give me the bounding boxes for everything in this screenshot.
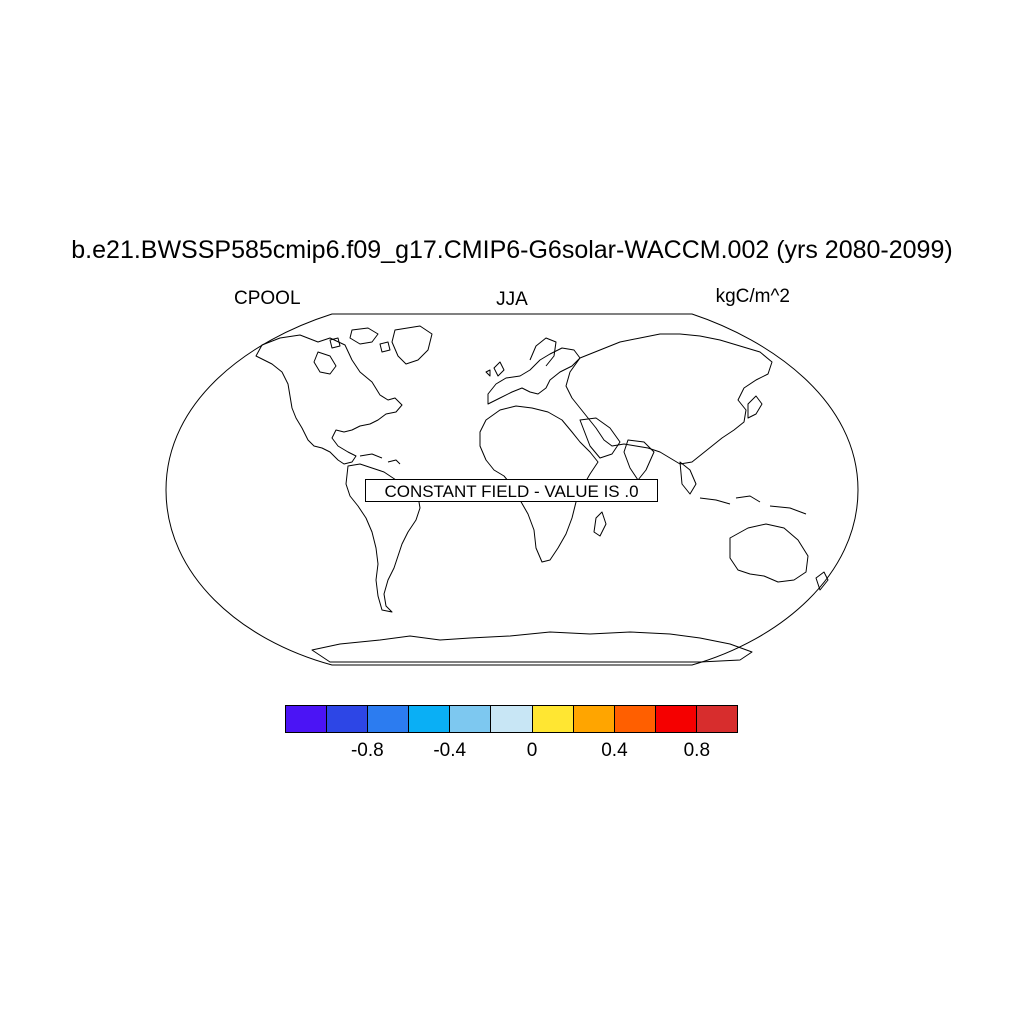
colorbar-tick-label: 0 bbox=[526, 740, 538, 761]
coastline-asia bbox=[565, 333, 773, 465]
units-label: kgC/m^2 bbox=[715, 286, 790, 307]
season-label: JJA bbox=[496, 289, 528, 310]
colorbar-swatch bbox=[450, 706, 492, 732]
coastline-scandinavia bbox=[529, 337, 557, 367]
coastline-japan bbox=[747, 395, 763, 419]
coastline-north-america bbox=[255, 334, 403, 465]
colorbar-swatch bbox=[573, 706, 615, 732]
colorbar-swatch bbox=[409, 706, 451, 732]
coastline-arctic-islands bbox=[329, 327, 391, 353]
colorbar-swatch bbox=[532, 706, 574, 732]
coastline-caribbean bbox=[359, 453, 401, 465]
colorbar-tick-label: -0.4 bbox=[433, 740, 467, 761]
coastline-southeast-asia bbox=[679, 461, 697, 495]
coastline-india bbox=[623, 439, 655, 481]
colorbar bbox=[285, 705, 738, 733]
coastline-australia bbox=[729, 523, 809, 583]
colorbar-swatch bbox=[614, 706, 656, 732]
colorbar-swatch bbox=[655, 706, 697, 732]
colorbar-tick-label: 0.8 bbox=[683, 740, 711, 761]
colorbar-swatch bbox=[286, 706, 328, 732]
plot-title: b.e21.BWSSP585cmip6.f09_g17.CMIP6-G6sola… bbox=[71, 236, 953, 264]
colorbar-swatch bbox=[491, 706, 533, 732]
coastline-antarctica bbox=[311, 631, 753, 663]
colorbar-tick-label: 0.4 bbox=[601, 740, 628, 761]
constant-field-message: CONSTANT FIELD - VALUE IS .0 bbox=[365, 479, 658, 502]
coastline-british-isles bbox=[485, 361, 505, 377]
colorbar-swatch bbox=[327, 706, 369, 732]
coastline-greenland bbox=[391, 325, 433, 365]
variable-label: CPOOL bbox=[234, 288, 301, 309]
coastline-madagascar bbox=[593, 511, 607, 537]
colorbar-swatch bbox=[368, 706, 410, 732]
coastline-new-zealand bbox=[815, 571, 829, 591]
coastline-africa bbox=[479, 405, 599, 563]
coastline-hudson-bay bbox=[313, 351, 337, 375]
colorbar-swatch bbox=[696, 706, 738, 732]
coastline-arabia bbox=[579, 417, 621, 459]
coastline-indonesia bbox=[699, 495, 807, 515]
colorbar-tick-label: -0.8 bbox=[350, 740, 384, 761]
